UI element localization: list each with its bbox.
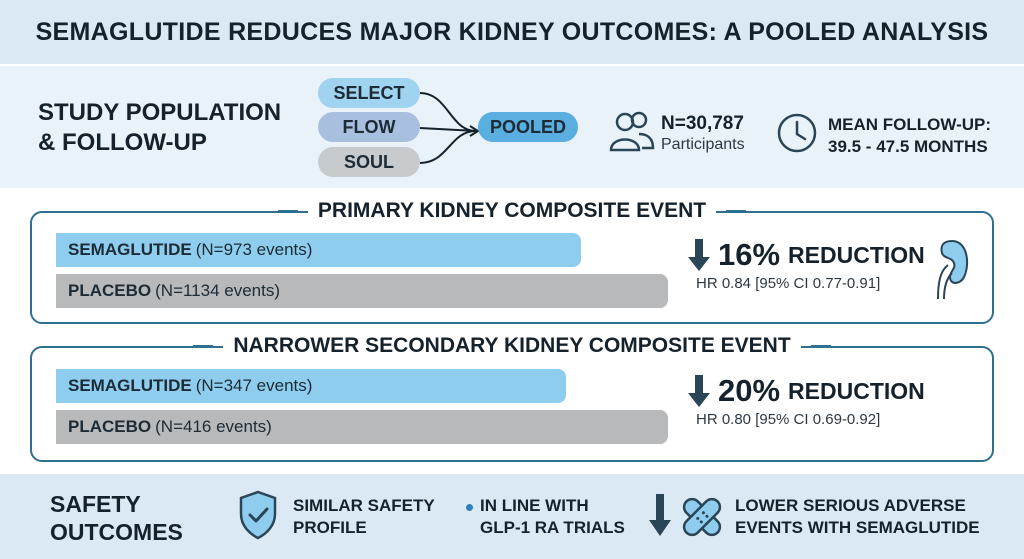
participants-count: N=30,787	[661, 113, 744, 134]
safety-section: SAFETY OUTCOMES SIMILAR SAFETY PROFILE I…	[0, 474, 1024, 559]
pooling-connector	[419, 92, 480, 164]
study-label-line1: STUDY POPULATION	[38, 99, 282, 126]
title-rule-right	[810, 345, 831, 347]
safety-item-similar-profile: SIMILAR SAFETY PROFILE	[293, 495, 435, 539]
bar-detail: (N=416 events)	[155, 417, 272, 436]
secondary-outcome-panel: NARROWER SECONDARY KIDNEY COMPOSITE EVEN…	[30, 334, 994, 462]
safety-item2-line1: IN LINE WITH	[480, 496, 589, 515]
secondary-panel-title: NARROWER SECONDARY KIDNEY COMPOSITE EVEN…	[32, 334, 992, 358]
trial-pill-flow: FLOW	[318, 112, 420, 142]
hazard-ratio: HR 0.84 [95% CI 0.77-0.91]	[696, 275, 881, 292]
safety-item2-line2: GLP-1 RA TRIALS	[480, 518, 625, 537]
bar-detail: (N=973 events)	[195, 240, 313, 259]
trial-pill-select: SELECT	[318, 78, 420, 108]
secondary-reduction-main: 20% REDUCTION	[686, 373, 926, 409]
primary-placebo-bar: PLACEBO (N=1134 events)	[56, 274, 668, 308]
down-arrow-icon	[688, 375, 710, 407]
safety-label: SAFETY OUTCOMES	[50, 490, 183, 546]
reduction-percent: 16%	[718, 237, 781, 272]
bandage-icon	[682, 497, 722, 537]
safety-item3-line2: EVENTS WITH SEMAGLUTIDE	[735, 518, 980, 537]
safety-label-line2: OUTCOMES	[50, 519, 183, 545]
secondary-placebo-bar: PLACEBO (N=416 events)	[56, 410, 668, 444]
safety-item-glp1-trials: IN LINE WITH GLP-1 RA TRIALS	[480, 495, 625, 539]
followup-line1: MEAN FOLLOW-UP:	[828, 115, 992, 134]
study-population-label: STUDY POPULATION & FOLLOW-UP	[38, 98, 281, 158]
secondary-title-text: NARROWER SECONDARY KIDNEY COMPOSITE EVEN…	[223, 334, 801, 358]
title-rule-left	[277, 210, 298, 212]
safety-item3-line1: LOWER SERIOUS ADVERSE	[735, 496, 966, 515]
shield-check-icon	[239, 490, 277, 540]
bar-detail: (N=1134 events)	[155, 281, 281, 300]
bullet-dot	[466, 504, 473, 511]
trial-pill-soul: SOUL	[318, 147, 420, 177]
safety-item1-line1: SIMILAR SAFETY	[293, 496, 435, 515]
people-icon	[609, 111, 655, 152]
study-population-section: STUDY POPULATION & FOLLOW-UP SELECT FLOW…	[0, 66, 1024, 188]
kidney-icon	[937, 239, 969, 300]
primary-reduction-main: 16% REDUCTION	[686, 237, 926, 273]
bar-label: PLACEBO	[68, 417, 152, 436]
reduction-percent: 20%	[718, 373, 781, 408]
bar-label: PLACEBO	[68, 281, 152, 300]
bar-detail: (N=347 events)	[195, 376, 313, 395]
bar-label: SEMAGLUTIDE	[68, 376, 192, 395]
title-rule-left	[193, 345, 214, 347]
primary-title-text: PRIMARY KIDNEY COMPOSITE EVENT	[307, 199, 717, 223]
followup-line2: 39.5 - 47.5 MONTHS	[828, 137, 988, 156]
primary-reduction: 16% REDUCTION HR 0.84 [95% CI 0.77-0.91]	[686, 237, 926, 292]
reduction-word: REDUCTION	[788, 377, 925, 404]
bar-label: SEMAGLUTIDE	[68, 240, 192, 259]
study-label-line2: & FOLLOW-UP	[38, 129, 207, 156]
page-title: SEMAGLUTIDE REDUCES MAJOR KIDNEY OUTCOME…	[35, 17, 989, 46]
clock-icon	[777, 113, 817, 153]
secondary-reduction: 20% REDUCTION HR 0.80 [95% CI 0.69-0.92]	[686, 373, 926, 428]
primary-semaglutide-bar: SEMAGLUTIDE (N=973 events)	[56, 233, 581, 267]
down-arrow-icon	[649, 494, 671, 536]
safety-label-line1: SAFETY	[50, 491, 141, 517]
title-rule-right	[726, 210, 747, 212]
participants-label: Participants	[661, 136, 745, 153]
safety-item1-line2: PROFILE	[293, 518, 367, 537]
title-bar: SEMAGLUTIDE REDUCES MAJOR KIDNEY OUTCOME…	[0, 0, 1024, 64]
followup-text: MEAN FOLLOW-UP: 39.5 - 47.5 MONTHS	[828, 114, 991, 158]
safety-item-lower-sae: LOWER SERIOUS ADVERSE EVENTS WITH SEMAGL…	[735, 495, 980, 539]
down-arrow-icon	[688, 239, 710, 271]
pooled-pill: POOLED	[478, 112, 578, 142]
primary-outcome-panel: PRIMARY KIDNEY COMPOSITE EVENT SEMAGLUTI…	[30, 199, 994, 324]
primary-panel-title: PRIMARY KIDNEY COMPOSITE EVENT	[32, 199, 992, 223]
secondary-semaglutide-bar: SEMAGLUTIDE (N=347 events)	[56, 369, 566, 403]
hazard-ratio: HR 0.80 [95% CI 0.69-0.92]	[696, 411, 881, 428]
reduction-word: REDUCTION	[788, 241, 925, 268]
